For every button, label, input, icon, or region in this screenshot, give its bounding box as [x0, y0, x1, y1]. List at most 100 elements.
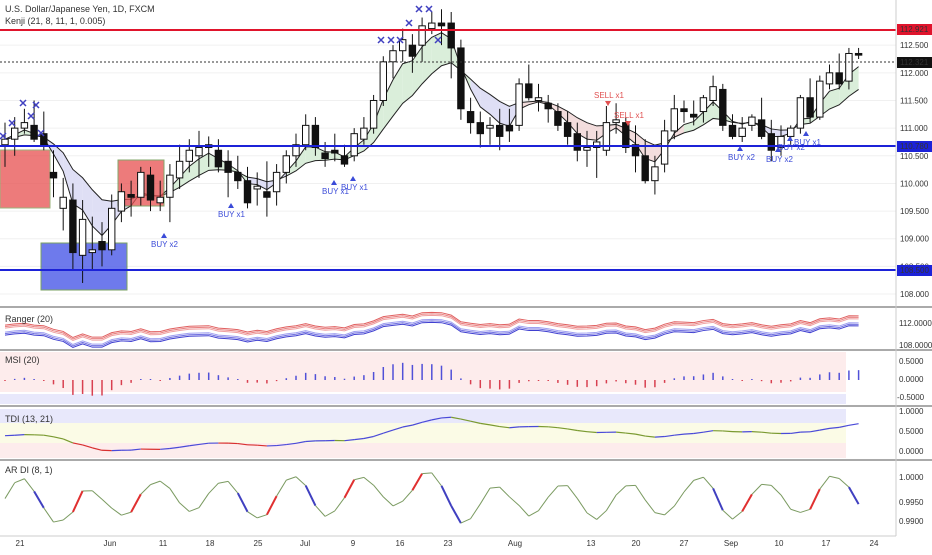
candle-body-11	[109, 208, 115, 249]
candle-body-27	[264, 192, 270, 198]
tdi-segment-45	[442, 417, 452, 418]
candle-body-0	[2, 139, 8, 145]
candle-body-74	[720, 89, 726, 125]
time-tick-1: Jun	[104, 539, 117, 548]
candle-body-87	[846, 53, 852, 81]
signal-buy-5: BUY x2	[728, 153, 756, 162]
ardi-tick-1: 1.0000	[899, 473, 924, 482]
candle-body-35	[341, 156, 347, 164]
candle-body-68	[661, 131, 667, 164]
candle-body-47	[458, 48, 464, 109]
time-tick-11: 20	[632, 539, 641, 548]
candle-body-64	[623, 123, 629, 148]
tdi-tick-2: 0.5000	[899, 427, 924, 436]
candle-body-54	[526, 84, 532, 98]
time-tick-8: 23	[444, 539, 453, 548]
candle-body-36	[351, 134, 357, 156]
candle-body-28	[273, 172, 279, 191]
tdi-segment-60	[587, 432, 597, 433]
candle-body-43	[419, 26, 425, 45]
indicator-label: Kenji (21, 8, 11, 1, 0.005)	[5, 16, 105, 26]
price-label-current: 112.321	[897, 57, 932, 68]
candle-body-67	[652, 167, 658, 181]
sell-zone-left	[0, 150, 50, 208]
time-tick-4: 25	[254, 539, 263, 548]
time-tick-10: 13	[587, 539, 596, 548]
time-tick-7: 16	[396, 539, 405, 548]
msi-tick-2: 0.0000	[899, 375, 924, 384]
candle-body-76	[739, 128, 745, 136]
tdi-segment-16	[160, 449, 170, 450]
candle-body-9	[89, 250, 95, 253]
tdi-segment-31	[306, 441, 316, 442]
price-tick-0: 112.500	[900, 41, 929, 50]
candle-body-24	[235, 172, 241, 180]
msi-tick-1: 0.5000	[899, 357, 924, 366]
candle-body-5	[50, 172, 56, 178]
signal-buy-6: BUY x2	[766, 155, 794, 164]
signal-buy-4: BUY x2	[151, 240, 179, 249]
tdi-segment-77	[752, 432, 762, 433]
signal-buy-8: BUY x1	[794, 138, 822, 147]
time-tick-5: Jul	[300, 539, 310, 548]
candle-body-6	[60, 197, 66, 208]
candle-body-60	[584, 147, 590, 150]
candle-body-33	[322, 153, 328, 159]
ardi-segment-43	[422, 473, 432, 474]
price-label-support-lower: 108.500	[897, 265, 932, 276]
candle-body-86	[836, 73, 842, 84]
signal-buy-3: BUY x1	[341, 183, 369, 192]
candle-body-44	[429, 23, 435, 29]
candle-body-79	[768, 134, 774, 151]
msi-pane-fill	[0, 352, 846, 392]
candle-body-73	[710, 87, 716, 101]
time-tick-9: Aug	[508, 539, 522, 548]
candle-body-77	[749, 117, 755, 125]
candle-body-34	[332, 150, 338, 153]
candle-body-63	[613, 120, 619, 123]
price-tick-3: 111.000	[900, 124, 928, 133]
candle-body-15	[147, 175, 153, 200]
candle-body-75	[729, 125, 735, 136]
candle-body-40	[390, 51, 396, 62]
time-tick-15: 17	[822, 539, 831, 548]
signal-sell-1: SELL x1	[594, 91, 624, 100]
ranger-tick-2: 108.0000	[899, 341, 932, 350]
tdi-mid-band	[0, 423, 846, 443]
candle-body-26	[254, 186, 260, 189]
candle-body-59	[574, 134, 580, 151]
price-tick-2: 111.500	[900, 96, 928, 105]
candle-body-48	[467, 112, 473, 123]
time-tick-6: 9	[351, 539, 356, 548]
price-label-support-upper: 110.780	[897, 141, 932, 152]
candle-body-18	[176, 161, 182, 178]
candle-body-39	[380, 62, 386, 101]
tdi-tick-1: 1.0000	[899, 407, 924, 416]
tdi-segment-70	[684, 434, 694, 435]
candle-body-84	[817, 81, 823, 117]
candle-body-22	[215, 150, 221, 167]
candle-body-88	[855, 53, 861, 55]
candle-body-56	[545, 103, 551, 109]
candle-body-81	[788, 128, 794, 136]
candle-body-52	[506, 125, 512, 131]
candle-body-23	[225, 161, 231, 172]
price-tick-4: 110.500	[900, 152, 929, 161]
price-tick-9: 108.000	[900, 290, 929, 299]
candle-body-13	[128, 195, 134, 198]
tdi-tick-3: 0.0000	[899, 447, 924, 456]
time-tick-13: Sep	[724, 539, 739, 548]
price-tick-1: 112.000	[900, 69, 929, 78]
time-tick-3: 18	[206, 539, 215, 548]
candle-body-72	[700, 98, 706, 112]
signal-buy-1: BUY x1	[218, 210, 246, 219]
price-label-resistance: 112.921	[897, 24, 932, 35]
candle-body-69	[671, 109, 677, 131]
candle-body-14	[138, 172, 144, 197]
candle-body-78	[758, 120, 764, 137]
candle-body-53	[516, 84, 522, 125]
candle-body-1	[12, 128, 18, 139]
price-tick-5: 110.000	[900, 179, 929, 188]
